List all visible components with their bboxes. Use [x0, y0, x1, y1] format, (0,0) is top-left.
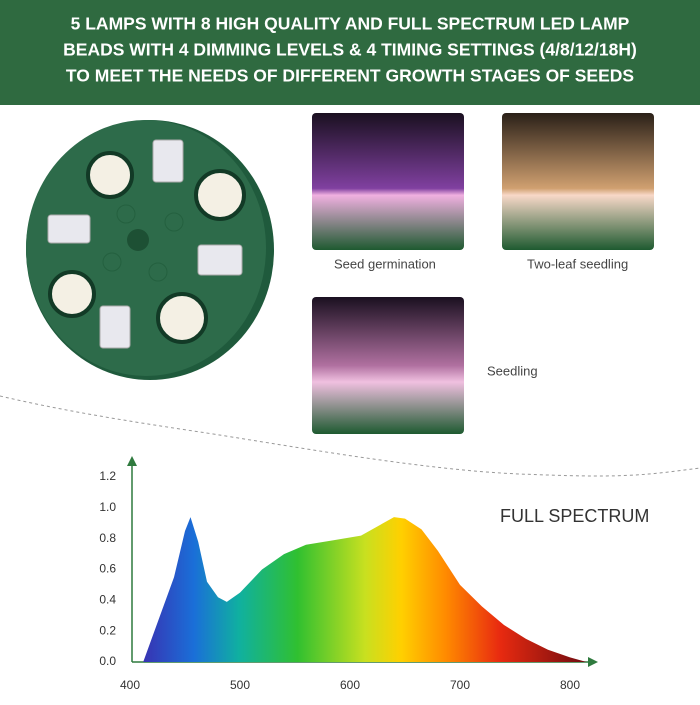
x-tick-label: 400: [120, 678, 140, 692]
decor-curve: [0, 395, 700, 477]
y-tick-label: 0.2: [99, 623, 116, 637]
y-tick-label: 0.6: [99, 562, 116, 576]
y-tick-label: 0.4: [99, 593, 116, 607]
lamp-disc: [26, 120, 274, 380]
x-tick-label: 500: [230, 678, 250, 692]
photo-caption: Seedling: [487, 363, 538, 378]
photo-caption: Two-leaf seedling: [527, 256, 628, 271]
y-tick-label: 0.8: [99, 531, 116, 545]
x-tick-label: 600: [340, 678, 360, 692]
header-line: BEADS WITH 4 DIMMING LEVELS & 4 TIMING S…: [63, 40, 637, 60]
photo: [502, 113, 654, 250]
photo: [312, 297, 464, 434]
header-line: TO MEET THE NEEDS OF DIFFERENT GROWTH ST…: [66, 66, 634, 86]
y-tick-label: 0.0: [99, 654, 116, 668]
spectrum-area: [143, 517, 587, 662]
chart-title: FULL SPECTRUM: [500, 506, 649, 526]
photo: [312, 113, 464, 250]
photo-caption: Seed germination: [334, 256, 436, 271]
y-tick-label: 1.0: [99, 500, 116, 514]
x-tick-label: 700: [450, 678, 470, 692]
header-band: [0, 0, 700, 105]
y-tick-label: 1.2: [99, 469, 116, 483]
x-tick-label: 800: [560, 678, 580, 692]
header-line: 5 LAMPS WITH 8 HIGH QUALITY AND FULL SPE…: [71, 14, 630, 34]
